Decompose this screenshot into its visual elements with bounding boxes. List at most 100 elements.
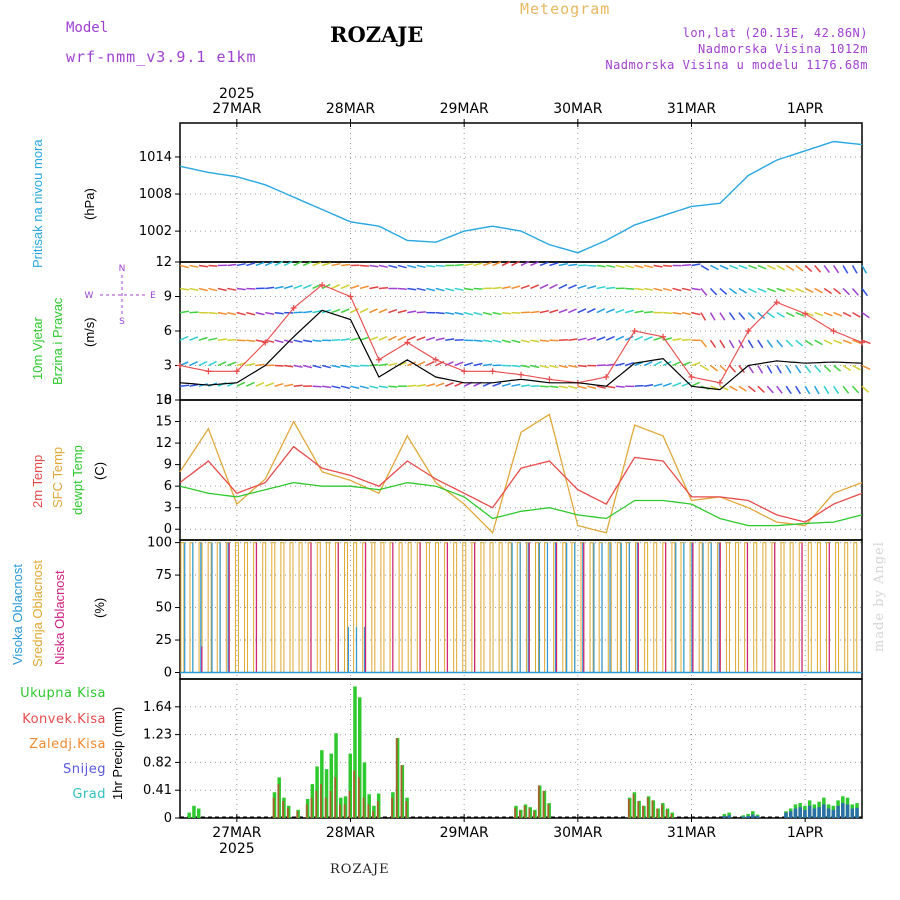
precip-snow-bar xyxy=(803,809,807,818)
wind-barb xyxy=(302,261,312,267)
precip-convective-bar xyxy=(632,794,635,818)
gust-marker xyxy=(546,376,553,383)
wind-barb xyxy=(672,382,682,387)
wind-barb xyxy=(539,339,549,343)
wind-barb xyxy=(293,384,303,387)
wind-barb xyxy=(482,339,493,343)
wind-barb xyxy=(208,311,218,315)
precip-total-bar xyxy=(722,813,727,818)
wind-barb xyxy=(549,364,559,369)
cloud-mid-bar xyxy=(407,542,412,673)
wind-barb xyxy=(662,382,672,387)
wind-barb xyxy=(747,312,756,320)
wind-barb xyxy=(217,361,227,367)
y-tick-label: 1014 xyxy=(139,150,172,165)
wind-barb xyxy=(482,261,492,267)
wind-barb xyxy=(577,337,587,341)
wind-barb xyxy=(397,309,407,314)
wind-barb xyxy=(861,288,869,297)
precip-total-bar xyxy=(348,753,352,818)
cloud-mid-bar xyxy=(789,542,794,673)
cloud-ylabel-unit: (%) xyxy=(92,597,107,618)
wind-barb xyxy=(653,360,663,367)
wind-barb xyxy=(738,385,747,392)
wind-barb xyxy=(738,287,747,294)
model-altitude: Nadmorska Visina u modelu 1176.68m xyxy=(605,58,868,72)
wind-barb xyxy=(189,383,199,387)
cloud-mid-bar xyxy=(653,542,658,673)
wind-barb xyxy=(842,385,850,394)
cloud-mid-bar xyxy=(807,542,812,673)
wind-barb xyxy=(511,339,521,344)
wind-barb xyxy=(681,287,691,292)
temp-ylabel-sfc: SFC Temp xyxy=(50,446,65,508)
wind-barb xyxy=(350,337,360,341)
wind-barb xyxy=(350,308,359,314)
wind-barb xyxy=(832,385,840,395)
wind-barb xyxy=(653,264,663,268)
cloud-mid-bar xyxy=(371,542,376,673)
precip-convective-bar xyxy=(646,797,649,818)
cloud-mid-bar xyxy=(453,542,458,673)
wind-barb xyxy=(587,285,597,290)
wind-barb xyxy=(246,339,256,343)
wind-barb xyxy=(662,337,672,341)
gust-marker xyxy=(432,356,439,363)
wind-barb xyxy=(331,262,341,267)
wind-barb xyxy=(861,311,870,319)
wind-barb xyxy=(454,287,464,291)
gust-marker xyxy=(461,368,468,375)
wind-barb xyxy=(511,260,520,267)
wind-barb xyxy=(558,364,568,369)
wind-barb xyxy=(738,365,745,374)
wind-barb xyxy=(426,264,436,268)
wind-barb xyxy=(691,263,701,267)
wind-barb xyxy=(757,385,765,393)
wind-barb xyxy=(738,264,748,270)
cloud-mid-bar xyxy=(853,542,858,673)
wind-barb xyxy=(766,311,776,319)
wind-barb xyxy=(501,261,511,267)
wind-barb xyxy=(710,264,719,271)
wind-barb xyxy=(719,264,729,270)
wind-barb xyxy=(350,284,360,290)
cloud-mid-bar xyxy=(280,542,285,673)
wind-barb xyxy=(397,264,407,269)
wind-barb xyxy=(709,312,716,321)
wind-barb xyxy=(681,311,691,316)
y-tick-label: 18 xyxy=(155,393,172,408)
dir-legend-e: E xyxy=(150,291,156,301)
wind-barb xyxy=(700,264,710,271)
precip-snow-bar xyxy=(812,808,817,818)
wind-barb xyxy=(672,311,682,315)
wind-barb xyxy=(426,336,436,341)
gust-marker xyxy=(233,368,240,375)
precip-convective-bar xyxy=(315,790,318,818)
station-title: ROZAJE xyxy=(330,22,424,47)
wind-barb xyxy=(407,287,417,291)
wind-barb xyxy=(766,385,774,394)
cloud-mid-bar xyxy=(498,542,503,673)
wind-barb xyxy=(700,287,708,296)
wind-barb xyxy=(302,284,312,290)
location-coordinates: lon,lat (20.13E, 42.86N) xyxy=(682,26,868,40)
wind-barb xyxy=(444,382,454,387)
wind-barb xyxy=(709,287,718,296)
wind-barb xyxy=(340,364,351,368)
x-tick-label-bottom: 31MAR xyxy=(667,825,716,841)
wind-barb xyxy=(549,309,559,314)
wind-barb xyxy=(747,385,756,393)
wind-barb xyxy=(331,364,341,369)
gust-marker xyxy=(404,339,411,346)
wind-barb xyxy=(369,364,379,367)
wind-barb xyxy=(766,365,773,374)
temp-ylabel-unit: (C) xyxy=(92,461,107,480)
wind-barb xyxy=(663,311,673,315)
precip-convective-bar xyxy=(324,797,327,818)
wind-barb xyxy=(643,336,653,341)
wind-barb xyxy=(283,260,293,267)
wind-barb xyxy=(189,287,199,292)
wind-barb xyxy=(804,339,814,346)
wind-barb xyxy=(454,381,464,387)
